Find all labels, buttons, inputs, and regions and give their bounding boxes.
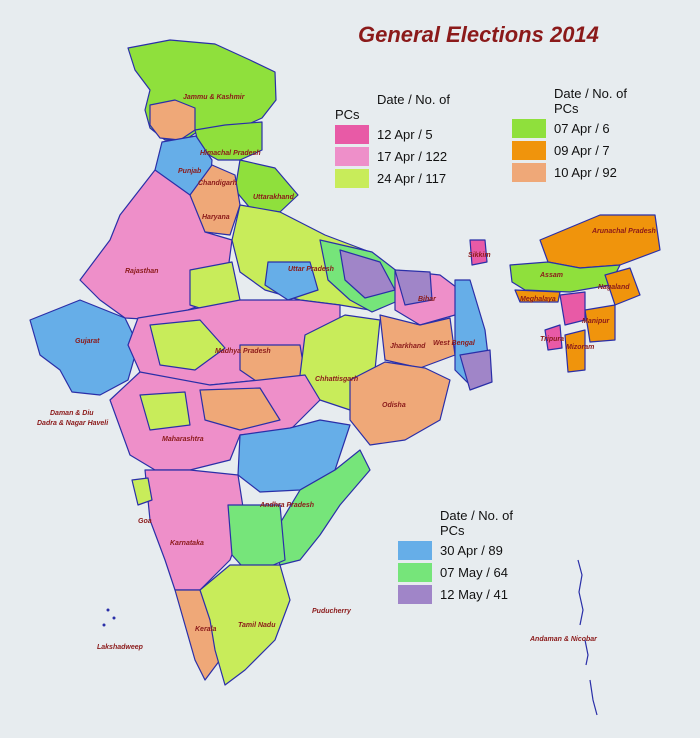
legend-label: 12 Apr / 5 (377, 127, 433, 142)
label-mizoram: Mizoram (566, 344, 595, 351)
legend-header: Date / No. of (554, 86, 627, 101)
legend-april-a: Date / No. of PCs 12 Apr / 5 17 Apr / 12… (335, 92, 450, 188)
region-karnataka (144, 469, 246, 591)
label-tripura: Tripura (540, 336, 564, 343)
label-madhya-pradesh: Madhya Pradesh (215, 348, 271, 355)
legend-row: 24 Apr / 117 (335, 169, 450, 188)
label-jharkhand: Jharkhand (390, 343, 426, 350)
legend-swatch (398, 585, 432, 604)
region-tripura (544, 324, 563, 351)
region-mah-peach (199, 387, 281, 431)
legend-swatch (335, 147, 369, 166)
legend-swatch (335, 125, 369, 144)
label-gujarat: Gujarat (75, 338, 100, 345)
region-jk-west (149, 99, 196, 141)
label-arunachal: Arunachal Pradesh (592, 228, 656, 235)
label-himachal: Himachal Pradesh (200, 150, 261, 157)
legend-row: 07 May / 64 (398, 563, 513, 582)
label-maharashtra: Maharashtra (162, 436, 204, 443)
label-nagaland: Nagaland (598, 284, 630, 291)
label-kerala: Kerala (195, 626, 217, 633)
legend-swatch (398, 563, 432, 582)
legend-header-sub: PCs (554, 101, 579, 116)
legend-header-sub: PCs (335, 107, 360, 122)
legend-header: Date / No. of (377, 92, 450, 107)
region-wb-purple (459, 349, 493, 391)
label-lakshadweep: Lakshadweep (97, 644, 143, 651)
legend-row: 12 May / 41 (398, 585, 513, 604)
legend-label: 07 May / 64 (440, 565, 508, 580)
legend-label: 09 Apr / 7 (554, 143, 610, 158)
label-haryana: Haryana (202, 214, 230, 221)
legend-may: Date / No. of PCs 30 Apr / 89 07 May / 6… (398, 508, 513, 604)
region-arunachal (539, 214, 661, 269)
legend-header-sub: PCs (440, 523, 465, 538)
andaman-islands (577, 559, 598, 716)
label-andhra: Andhra Pradesh (260, 502, 315, 509)
label-bihar: Bihar (418, 296, 436, 303)
label-uttar-pradesh: Uttar Pradesh (288, 266, 334, 273)
label-jammu-kashmir: Jammu & Kashmir (183, 94, 245, 101)
label-tamil-nadu: Tamil Nadu (238, 622, 276, 629)
region-meghalaya (514, 289, 561, 303)
legend-swatch (335, 169, 369, 188)
label-karnataka: Karnataka (170, 540, 204, 547)
region-manipur (584, 304, 616, 343)
legend-swatch (512, 119, 546, 138)
region-uttarakhand (234, 159, 299, 213)
label-rajasthan: Rajasthan (125, 268, 159, 275)
legend-swatch (398, 541, 432, 560)
label-west-bengal: West Bengal (433, 340, 475, 347)
legend-row: 09 Apr / 7 (512, 141, 627, 160)
label-uttarakhand: Uttarakhand (253, 194, 294, 201)
region-goa (131, 477, 153, 506)
label-puducherry: Puducherry (312, 608, 351, 615)
legend-swatch (512, 163, 546, 182)
label-chhattisgarh: Chhattisgarh (315, 376, 359, 383)
region-tamil-nadu (199, 564, 291, 686)
legend-label: 07 Apr / 6 (554, 121, 610, 136)
region-gujarat (29, 299, 139, 396)
label-manipur: Manipur (582, 318, 610, 325)
legend-row: 07 Apr / 6 (512, 119, 627, 138)
legend-header: Date / No. of (440, 508, 513, 523)
label-daman-diu: Daman & Diu (50, 410, 94, 417)
label-assam: Assam (540, 272, 563, 279)
label-chandigarh: Chandigarh (198, 180, 237, 187)
legend-label: 10 Apr / 92 (554, 165, 617, 180)
label-sikkim: Sikkim (468, 252, 491, 259)
label-goa: Goa (138, 518, 152, 525)
legend-swatch (512, 141, 546, 160)
region-ne-pink (559, 291, 586, 326)
region-sikkim (469, 239, 488, 266)
region-nagaland (604, 267, 641, 306)
legend-row: 30 Apr / 89 (398, 541, 513, 560)
label-dadra: Dadra & Nagar Haveli (37, 420, 109, 427)
legend-label: 30 Apr / 89 (440, 543, 503, 558)
lakshadweep-islands (102, 608, 116, 627)
page-title: General Elections 2014 (358, 22, 599, 47)
region-mp-green (149, 319, 226, 371)
region-up-purple (339, 249, 396, 299)
legend-row: 17 Apr / 122 (335, 147, 450, 166)
legend-label: 17 Apr / 122 (377, 149, 448, 164)
legend-label: 12 May / 41 (440, 587, 508, 602)
label-andaman: Andaman & Nicobar (530, 636, 597, 643)
region-mah-green (139, 391, 191, 431)
region-bihar-purple (394, 269, 433, 306)
label-meghalaya: Meghalaya (520, 296, 556, 303)
legend-row: 10 Apr / 92 (512, 163, 627, 182)
region-odisha (349, 361, 451, 446)
legend-label: 24 Apr / 117 (377, 171, 447, 186)
label-punjab: Punjab (178, 168, 202, 175)
region-mizoram (564, 329, 586, 373)
region-up-blue (264, 261, 319, 301)
legend-april-b: Date / No. of PCs 07 Apr / 6 09 Apr / 7 … (512, 86, 627, 182)
label-odisha: Odisha (382, 402, 406, 409)
legend-row: 12 Apr / 5 (335, 125, 450, 144)
